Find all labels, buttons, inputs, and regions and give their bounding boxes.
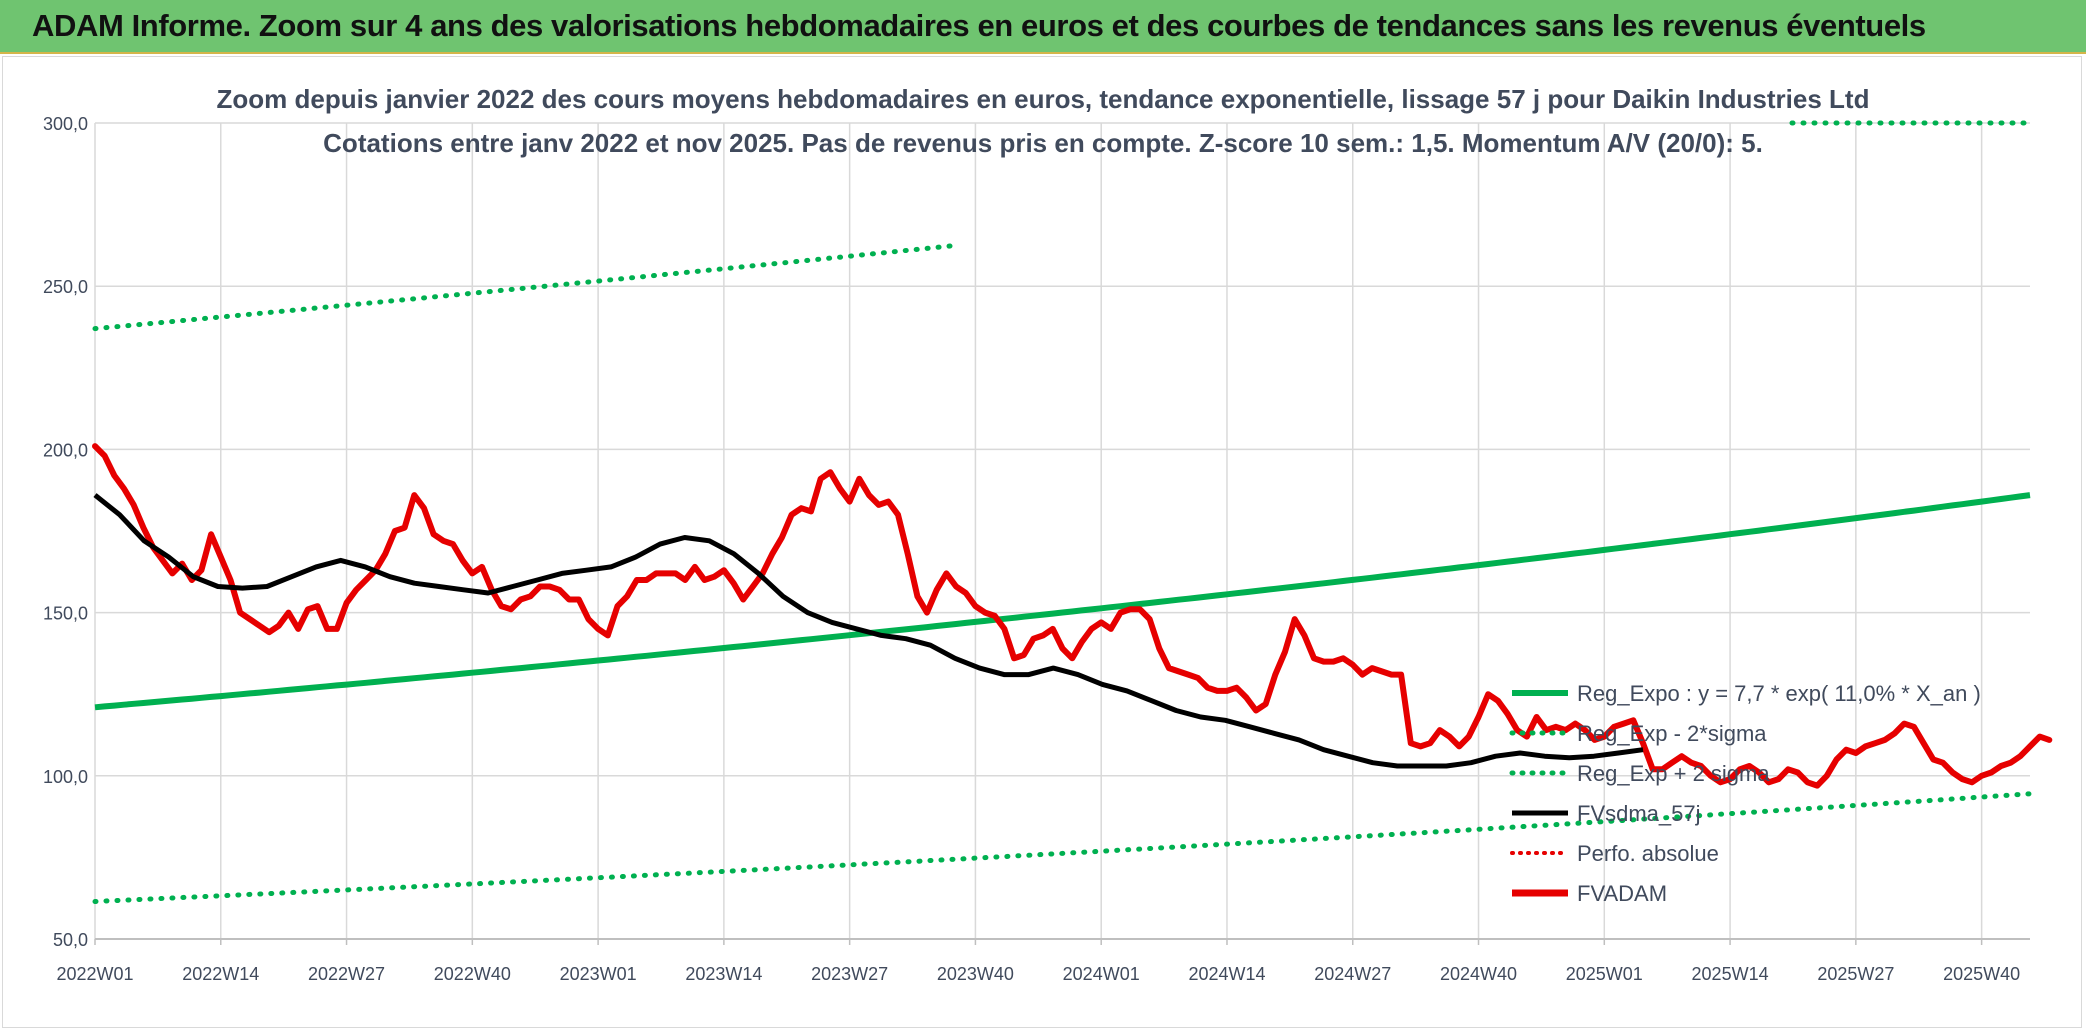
x-tick-label: 2022W14 — [182, 964, 259, 984]
series-fvadam — [92, 443, 2053, 789]
x-tick-label: 2025W27 — [1817, 964, 1894, 984]
series-reg-exp-plus-2sigma — [92, 242, 959, 332]
legend-label: Perfo. absolue — [1577, 841, 1719, 866]
x-tick-label: 2024W27 — [1314, 964, 1391, 984]
legend-label: Reg_Exp + 2 sigma — [1577, 761, 1770, 786]
header-banner: ADAM Informe. Zoom sur 4 ans des valoris… — [0, 0, 2086, 54]
x-tick-label: 2024W01 — [1063, 964, 1140, 984]
series-reg-expo — [94, 492, 2031, 711]
x-tick-label: 2024W14 — [1188, 964, 1265, 984]
x-tick-label: 2025W14 — [1692, 964, 1769, 984]
y-tick-label: 250,0 — [43, 277, 88, 297]
x-tick-label: 2023W01 — [560, 964, 637, 984]
y-tick-label: 150,0 — [43, 604, 88, 624]
x-tick-label: 2025W01 — [1566, 964, 1643, 984]
legend-label: Reg_Exp - 2*sigma — [1577, 721, 1767, 746]
chart-frame — [2, 56, 2082, 1028]
legend-label: Reg_Expo : y = 7,7 * exp( 11,0% * X_an ) — [1577, 681, 1981, 706]
x-tick-label: 2025W40 — [1943, 964, 2020, 984]
x-tick-label: 2022W01 — [56, 964, 133, 984]
x-tick-label: 2024W40 — [1440, 964, 1517, 984]
y-tick-label: 100,0 — [43, 767, 88, 787]
series-fvsdma-57j — [93, 493, 1644, 769]
y-tick-label: 200,0 — [43, 440, 88, 460]
y-tick-label: 300,0 — [43, 114, 88, 134]
x-tick-label: 2023W14 — [685, 964, 762, 984]
series-reg-exp-minus-2sigma — [92, 791, 2033, 904]
legend-label: FVsdma_57j — [1577, 801, 1701, 826]
x-tick-label: 2022W40 — [434, 964, 511, 984]
banner-title: ADAM Informe. Zoom sur 4 ans des valoris… — [32, 8, 1926, 43]
x-tick-label: 2023W40 — [937, 964, 1014, 984]
x-tick-label: 2023W27 — [811, 964, 888, 984]
x-tick-label: 2022W27 — [308, 964, 385, 984]
y-tick-label: 50,0 — [53, 930, 88, 950]
legend-label: FVADAM — [1577, 881, 1667, 906]
